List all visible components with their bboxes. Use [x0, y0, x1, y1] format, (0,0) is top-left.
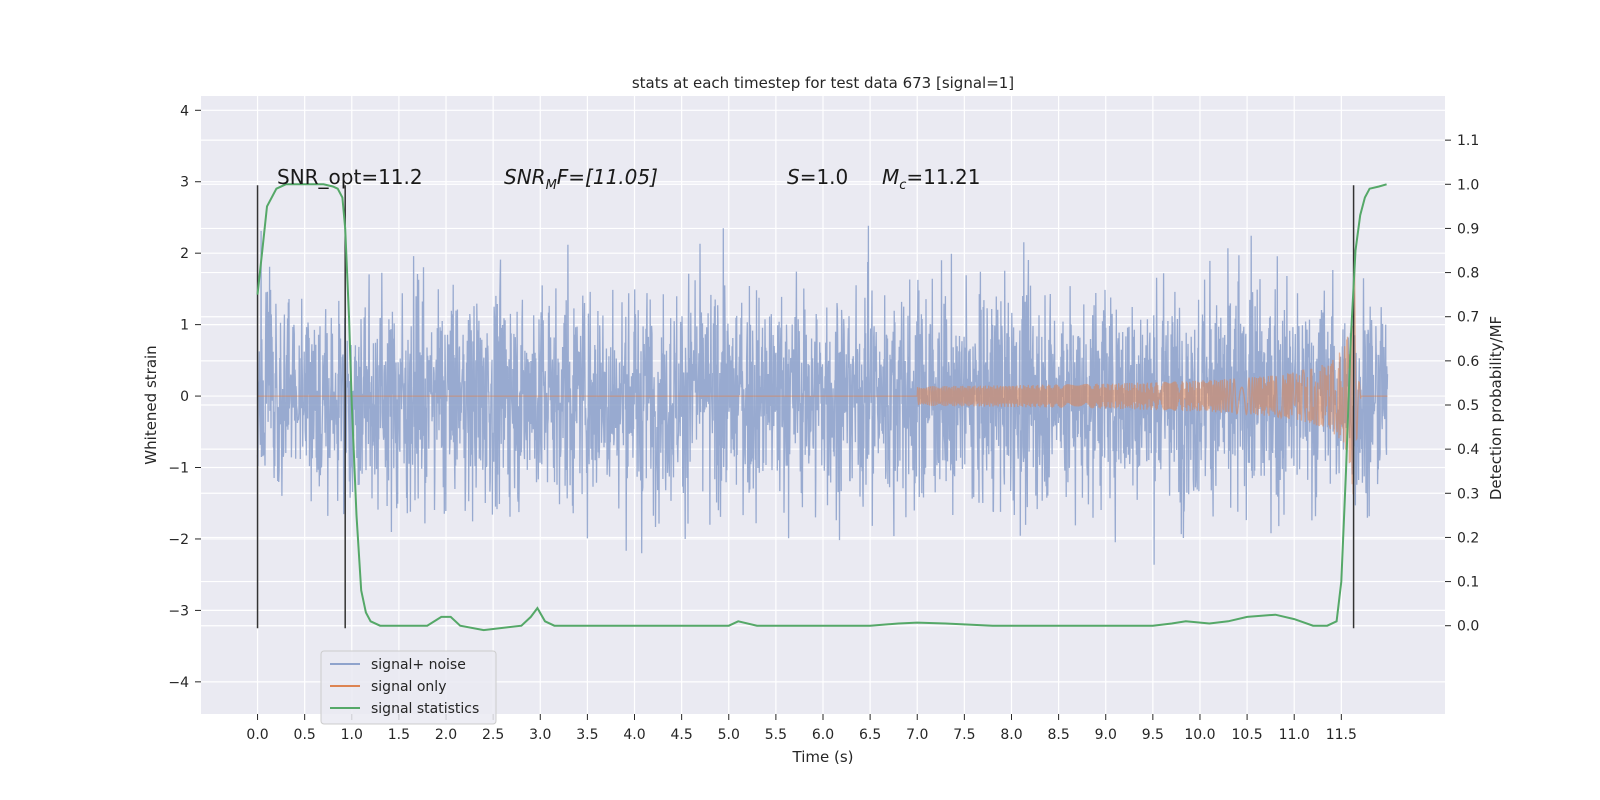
- series-signal-plus-noise: [256, 225, 1389, 565]
- x-tick-label: 1.5: [388, 727, 410, 743]
- y2-tick-label: 1.1: [1457, 133, 1479, 149]
- y-tick-label: 4: [180, 103, 189, 119]
- legend: signal+ noise signal only signal statist…: [320, 650, 497, 725]
- x-axis-label: Time (s): [792, 748, 854, 766]
- x-tick-label: 9.0: [1095, 727, 1117, 743]
- x-tick-label: 8.5: [1047, 727, 1069, 743]
- y2-tick-label: 0.5: [1457, 398, 1479, 414]
- x-tick-label: 8.0: [1000, 727, 1022, 743]
- y-tick-label: −2: [168, 532, 189, 548]
- annotation-snr-opt: SNR_opt=11.2: [277, 165, 423, 189]
- x-tick-label: 3.5: [576, 727, 598, 743]
- y-tick-label: 3: [180, 175, 189, 191]
- x-tick-label: 6.5: [859, 727, 881, 743]
- x-tick-label: 11.5: [1326, 727, 1357, 743]
- x-tick-label: 0.0: [246, 727, 268, 743]
- x-tick-label: 6.0: [812, 727, 834, 743]
- x-tick-label: 2.5: [482, 727, 504, 743]
- statistics-trace: [256, 183, 1387, 632]
- x-tick-label: 11.0: [1279, 727, 1310, 743]
- vertical-markers: [256, 185, 1355, 629]
- annotation-mc: Mc=11.21: [882, 165, 980, 193]
- x-tick-label: 10.5: [1232, 727, 1263, 743]
- legend-label-statistics: signal statistics: [371, 701, 479, 717]
- legend-label-signal: signal only: [371, 679, 446, 695]
- y2-tick-label: 0.2: [1457, 530, 1479, 546]
- y2-axis-ticks: 1.1 1.0 0.9 0.8 0.7 0.6 0.5 0.4 0.3 0.2 0.1 0.0: [1445, 133, 1479, 635]
- y2-tick-label: 0.0: [1457, 619, 1479, 635]
- y2-tick-label: 0.6: [1457, 354, 1479, 370]
- x-tick-label: 7.5: [953, 727, 975, 743]
- y2-tick-label: 0.7: [1457, 310, 1479, 326]
- y-tick-label: 1: [180, 318, 189, 334]
- x-tick-label: 4.5: [671, 727, 693, 743]
- x-tick-label: 5.5: [765, 727, 787, 743]
- y-tick-label: 2: [180, 246, 189, 262]
- x-tick-label: 4.0: [623, 727, 645, 743]
- x-tick-label: 10.0: [1184, 727, 1215, 743]
- y-tick-label: −3: [168, 603, 189, 619]
- noise-trace: [256, 225, 1389, 565]
- y2-tick-label: 0.1: [1457, 575, 1479, 591]
- y-tick-label: 0: [180, 389, 189, 405]
- series-signal-only: [257, 264, 1388, 495]
- y2-tick-label: 0.4: [1457, 442, 1479, 458]
- x-tick-label: 2.0: [435, 727, 457, 743]
- x-axis-ticks: 0.0 0.5 1.0 1.5 2.0 2.5 3.0 3.5 4.0 4.5 5.0 5.5 6.0 6…: [246, 714, 1357, 743]
- x-tick-label: 1.0: [341, 727, 363, 743]
- legend-label-noise: signal+ noise: [371, 657, 466, 673]
- y-tick-label: −4: [168, 675, 189, 691]
- x-tick-label: 3.0: [529, 727, 551, 743]
- legend-box: [320, 650, 497, 725]
- y2-axis-label: Detection probability/MF: [1487, 316, 1505, 500]
- x-tick-label: 0.5: [294, 727, 316, 743]
- y2-tick-label: 0.3: [1457, 486, 1479, 502]
- x-tick-label: 9.5: [1142, 727, 1164, 743]
- x-tick-label: 5.0: [718, 727, 740, 743]
- annotation-snr-mf: SNRMF=[11.05]: [504, 165, 658, 193]
- y2-tick-label: 1.0: [1457, 177, 1479, 193]
- series-signal-statistics: [256, 183, 1387, 632]
- y2-tick-label: 0.8: [1457, 266, 1479, 282]
- x-tick-label: 7.0: [906, 727, 928, 743]
- signal-trace: [257, 264, 1388, 495]
- annotation-s: S=1.0: [787, 165, 848, 189]
- chart-title: stats at each timestep for test data 673…: [632, 74, 1014, 92]
- y-axis-label: Whitened strain: [142, 345, 160, 464]
- y2-tick-label: 0.9: [1457, 221, 1479, 237]
- y-axis-ticks: 4 3 2 1 0 −1 −2 −3 −4: [168, 103, 201, 691]
- y-tick-label: −1: [168, 461, 189, 477]
